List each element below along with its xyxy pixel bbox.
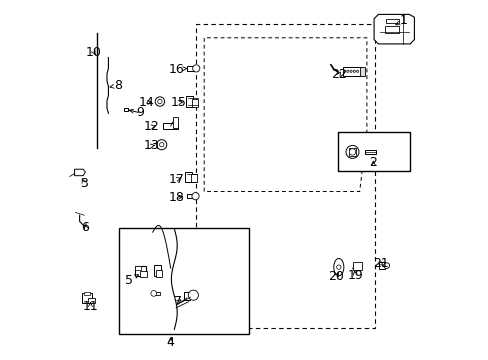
Text: 16: 16 [168,63,187,76]
Circle shape [188,290,198,300]
Bar [352,262,361,270]
Bar [191,174,197,182]
Bar [378,262,385,269]
Text: 2: 2 [369,156,377,169]
Text: 7: 7 [174,295,182,308]
Text: 4: 4 [166,336,174,349]
Bar [365,150,375,154]
Text: 5: 5 [124,274,138,287]
Ellipse shape [333,258,343,276]
Circle shape [356,70,358,72]
Bar [185,172,192,182]
Bar [153,265,161,276]
Text: 22: 22 [330,68,346,81]
Circle shape [158,99,162,104]
Circle shape [336,265,340,269]
Text: 8: 8 [110,79,122,92]
Bar [81,293,92,303]
Text: 10: 10 [86,46,102,59]
Bar [360,67,364,76]
Bar [342,67,362,76]
Text: 11: 11 [82,300,98,313]
Text: 9: 9 [129,106,144,119]
Bar [183,292,190,300]
Text: 18: 18 [168,191,184,204]
Circle shape [192,193,199,200]
Circle shape [349,70,351,72]
Circle shape [346,70,348,72]
Bar [163,123,178,129]
Text: 14: 14 [139,96,154,109]
Circle shape [343,70,345,72]
Polygon shape [373,14,413,44]
Circle shape [151,291,156,296]
Bar [84,292,89,295]
Text: 6: 6 [81,221,89,234]
Bar [135,266,141,270]
Text: 15: 15 [171,96,186,109]
Text: 21: 21 [372,257,387,270]
Bar [123,108,127,111]
Text: 13: 13 [143,139,159,152]
Bar [173,117,177,128]
Circle shape [346,145,358,158]
Text: 12: 12 [143,120,159,133]
Text: 17: 17 [168,173,184,186]
Bar [384,26,399,33]
Bar [119,228,248,334]
Bar [337,132,409,171]
Bar [140,271,146,277]
Circle shape [383,263,389,269]
Bar [187,66,195,71]
Text: 19: 19 [347,269,363,282]
Bar [192,99,197,107]
Bar [348,148,355,156]
Text: 1: 1 [395,14,407,27]
Bar [135,266,146,276]
Bar [186,96,193,107]
Text: 3: 3 [80,177,88,190]
Bar [152,292,160,295]
Text: 20: 20 [327,270,344,283]
Circle shape [155,97,164,106]
Bar [186,194,194,198]
Bar [156,270,161,277]
Circle shape [159,143,163,147]
Circle shape [192,65,200,72]
Circle shape [348,149,355,155]
Circle shape [156,140,166,150]
Polygon shape [75,169,85,176]
Bar [385,19,398,23]
Bar [88,298,95,303]
Circle shape [352,70,355,72]
